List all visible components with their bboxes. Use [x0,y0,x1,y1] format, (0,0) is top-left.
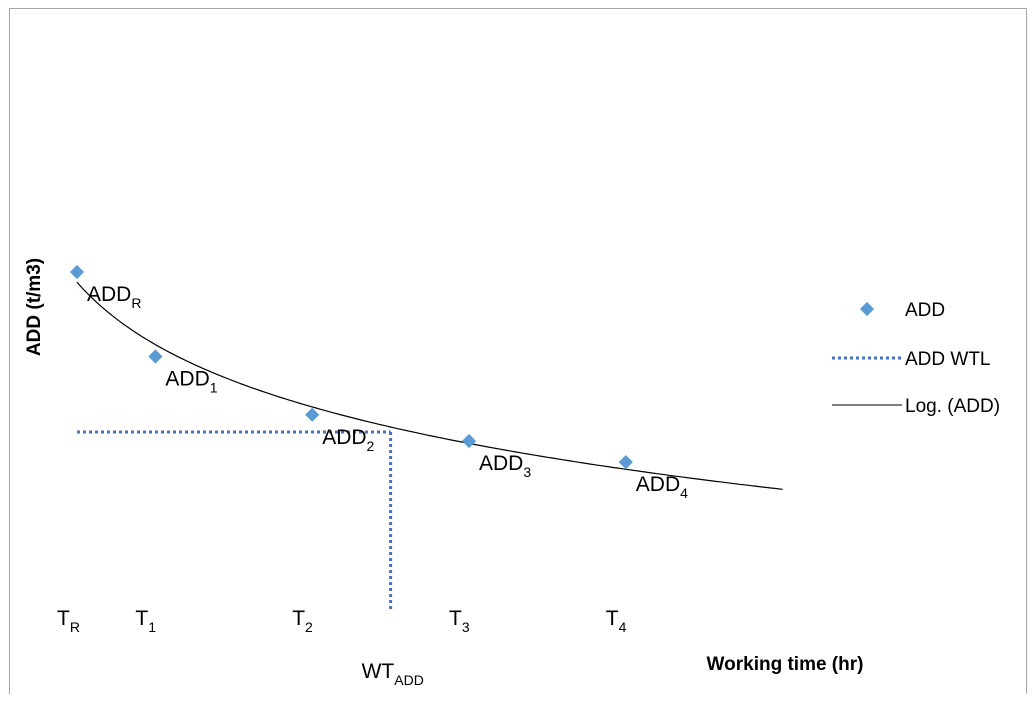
add-point-label-2: ADD2 [322,426,374,454]
wt-add-label: WTADD [362,660,424,688]
x-tick-label-4: T4 [606,607,627,635]
add-point-label-0: ADDR [87,283,141,311]
legend: ADD ADD WTL Log. (ADD) [832,300,1000,417]
add-point-marker-2 [305,407,320,422]
add-point-marker-0 [69,264,85,280]
add-point-label-4: ADD4 [636,473,688,501]
legend-item-log-add: Log. (ADD) [832,396,1000,417]
y-axis-title: ADD (t/m3) [24,258,45,356]
x-axis-title: Working time (hr) [707,654,864,675]
legend-marker-add [859,301,875,317]
add-point-label-1: ADD1 [165,368,217,396]
add-point-marker-4 [618,455,633,470]
legend-item-add-wtl: ADD WTL [832,349,991,370]
legend-label-log-add: Log. (ADD) [905,396,1000,417]
x-tick-label-3: T3 [449,607,470,635]
chart-frame [9,8,1027,694]
add-point-marker-3 [461,433,477,449]
add-point-label-3: ADD3 [479,452,531,480]
legend-item-add: ADD [859,300,945,321]
x-tick-label-2: T2 [292,607,313,635]
x-tick-label-1: T1 [135,607,156,635]
add-point-marker-1 [148,349,163,364]
x-tick-label-0: TR [57,607,80,635]
legend-label-add: ADD [905,300,945,321]
legend-label-add-wtl: ADD WTL [905,349,991,370]
log-trendline [76,281,783,490]
